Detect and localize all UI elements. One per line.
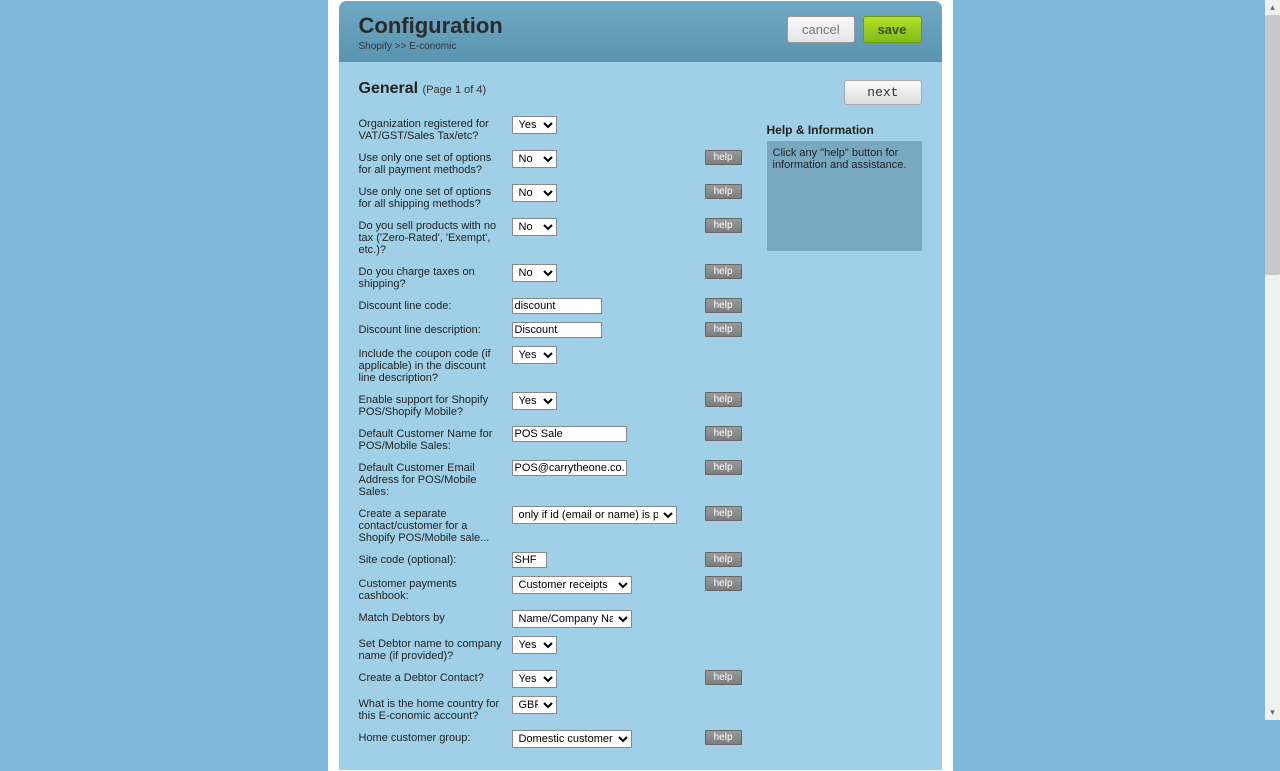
field-label: Use only one set of options for all ship… — [359, 184, 504, 210]
config-header: Configuration Shopify >> E-conomic cance… — [339, 1, 942, 62]
field-select[interactable]: Domestic customers — [512, 730, 632, 748]
help-button[interactable]: help — [705, 322, 742, 337]
field-text[interactable] — [512, 322, 602, 338]
save-button[interactable]: save — [863, 16, 922, 43]
field-select[interactable]: No — [512, 150, 557, 168]
help-button[interactable]: help — [705, 218, 742, 233]
field-label: Customer payments cashbook: — [359, 576, 504, 602]
field-label: Do you charge taxes on shipping? — [359, 264, 504, 290]
next-button[interactable]: next — [844, 80, 921, 105]
field-label: Include the coupon code (if applicable) … — [359, 346, 504, 384]
help-button[interactable]: help — [705, 426, 742, 441]
form-row: Do you charge taxes on shipping? No help — [359, 260, 742, 294]
form-row: Set Debtor name to company name (if prov… — [359, 632, 742, 666]
field-label: Enable support for Shopify POS/Shopify M… — [359, 392, 504, 418]
field-label: Set Debtor name to company name (if prov… — [359, 636, 504, 662]
form-row: Include the coupon code (if applicable) … — [359, 342, 742, 388]
form-row: Default Customer Name for POS/Mobile Sal… — [359, 422, 742, 456]
field-select[interactable]: Customer receipts — [512, 576, 632, 594]
form-row: Organization registered for VAT/GST/Sale… — [359, 112, 742, 146]
pager-text: (Page 1 of 4) — [423, 84, 487, 96]
form-row: Site code (optional): help — [359, 548, 742, 572]
field-label: Create a separate contact/customer for a… — [359, 506, 504, 544]
field-select[interactable]: Yes — [512, 636, 557, 654]
field-select[interactable]: only if id (email or name) is provided — [512, 506, 677, 524]
help-button[interactable]: help — [705, 460, 742, 475]
field-select[interactable]: Yes — [512, 670, 557, 688]
field-label: Default Customer Name for POS/Mobile Sal… — [359, 426, 504, 452]
field-select[interactable]: Yes — [512, 116, 557, 134]
form-row: Create a Debtor Contact? Yes help — [359, 666, 742, 692]
field-label: Site code (optional): — [359, 552, 504, 566]
field-text[interactable] — [512, 460, 627, 476]
section-title: General (Page 1 of 4) — [359, 80, 487, 98]
field-select[interactable]: Yes — [512, 392, 557, 410]
form-row: Discount line description: help — [359, 318, 742, 342]
field-label: Default Customer Email Address for POS/M… — [359, 460, 504, 498]
form-row: Home customer group: Domestic customers he… — [359, 726, 742, 752]
help-panel-title: Help & Information — [767, 123, 922, 137]
field-select[interactable]: Name/Company Name — [512, 610, 632, 628]
field-select[interactable]: No — [512, 218, 557, 236]
help-button[interactable]: help — [705, 184, 742, 199]
page-title: Configuration — [359, 13, 503, 39]
field-label: Use only one set of options for all paym… — [359, 150, 504, 176]
field-label: Organization registered for VAT/GST/Sale… — [359, 116, 504, 142]
field-select[interactable]: GBR — [512, 696, 557, 714]
vertical-scrollbar[interactable]: ▴ ▾ — [1265, 0, 1280, 720]
form-row: Match Debtors by Name/Company Name — [359, 606, 742, 632]
field-select[interactable]: Yes — [512, 346, 557, 364]
field-label: Discount line code: — [359, 298, 504, 312]
field-text[interactable] — [512, 298, 602, 314]
form-row: Do you sell products with no tax ('Zero-… — [359, 214, 742, 260]
scroll-up-icon[interactable]: ▴ — [1265, 0, 1280, 15]
form-row: Customer payments cashbook: Customer rece… — [359, 572, 742, 606]
field-label: What is the home country for this E-cono… — [359, 696, 504, 722]
help-button[interactable]: help — [705, 392, 742, 407]
scroll-thumb[interactable] — [1265, 15, 1280, 275]
form-row: Create a separate contact/customer for a… — [359, 502, 742, 548]
help-button[interactable]: help — [705, 730, 742, 745]
scroll-down-icon[interactable]: ▾ — [1265, 705, 1280, 720]
field-select[interactable]: No — [512, 264, 557, 282]
field-label: Do you sell products with no tax ('Zero-… — [359, 218, 504, 256]
form-row: What is the home country for this E-cono… — [359, 692, 742, 726]
form-row: Use only one set of options for all ship… — [359, 180, 742, 214]
form-row: Enable support for Shopify POS/Shopify M… — [359, 388, 742, 422]
help-button[interactable]: help — [705, 150, 742, 165]
field-text[interactable] — [512, 552, 547, 568]
help-button[interactable]: help — [705, 670, 742, 685]
help-button[interactable]: help — [705, 298, 742, 313]
form-row: Discount line code: help — [359, 294, 742, 318]
form-row: Use only one set of options for all paym… — [359, 146, 742, 180]
field-label: Match Debtors by — [359, 610, 504, 624]
cancel-button[interactable]: cancel — [787, 16, 855, 43]
help-button[interactable]: help — [705, 506, 742, 521]
field-label: Create a Debtor Contact? — [359, 670, 504, 684]
field-text[interactable] — [512, 426, 627, 442]
help-button[interactable]: help — [705, 576, 742, 591]
help-button[interactable]: help — [705, 552, 742, 567]
help-panel-body: Click any "help" button for information … — [767, 141, 922, 251]
breadcrumb: Shopify >> E-conomic — [359, 41, 503, 52]
help-button[interactable]: help — [705, 264, 742, 279]
field-label: Discount line description: — [359, 322, 504, 336]
field-label: Home customer group: — [359, 730, 504, 744]
field-select[interactable]: No — [512, 184, 557, 202]
form-row: Default Customer Email Address for POS/M… — [359, 456, 742, 502]
